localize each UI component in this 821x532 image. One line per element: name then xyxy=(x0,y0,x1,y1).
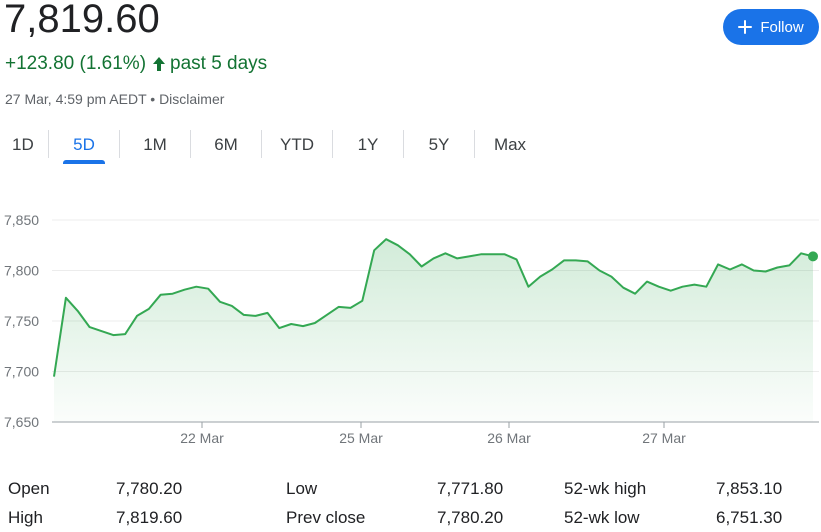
tab-1y[interactable]: 1Y xyxy=(333,126,403,164)
follow-label: Follow xyxy=(760,18,804,36)
timestamp: 27 Mar, 4:59 pm AEDT xyxy=(5,91,147,107)
stat-label-prev-close: Prev close xyxy=(286,508,366,527)
tab-divider xyxy=(261,130,262,158)
tab-divider xyxy=(403,130,404,158)
x-tick-label: 26 Mar xyxy=(487,430,531,446)
price-change: +123.80 (1.61%) xyxy=(5,53,147,74)
tab-label: Max xyxy=(493,135,527,154)
disclaimer-link[interactable]: Disclaimer xyxy=(159,91,225,107)
plus-icon xyxy=(738,20,753,34)
price-chart[interactable]: 7,850 7,800 7,750 7,700 7,650 22 Mar 25 Mar 26 … xyxy=(0,196,821,456)
last-price-dot xyxy=(808,251,818,262)
y-tick-label: 7,750 xyxy=(4,313,39,329)
tab-5y[interactable]: 5Y xyxy=(404,126,474,164)
tab-1m[interactable]: 1M xyxy=(120,126,190,164)
quote-meta: 27 Mar, 4:59 pm AEDT • Disclaimer xyxy=(5,90,224,108)
tab-label: 5Y xyxy=(428,135,450,154)
stat-value-high: 7,819.60 xyxy=(116,508,183,527)
meta-separator: • xyxy=(150,91,156,107)
stat-label-high: High xyxy=(8,508,43,527)
tab-label: 1M xyxy=(143,135,167,154)
y-tick-label: 7,850 xyxy=(4,212,39,228)
x-tick-label: 22 Mar xyxy=(180,430,224,446)
y-tick-label: 7,650 xyxy=(4,414,39,430)
key-stats: Open 7,780.20 Low 7,771.80 52-wk high 7,… xyxy=(0,474,821,532)
tab-label: 1D xyxy=(12,135,34,154)
stats-row: Open 7,780.20 Low 7,771.80 52-wk high 7,… xyxy=(0,474,821,503)
x-tick-label: 27 Mar xyxy=(642,430,686,446)
tab-1d[interactable]: 1D xyxy=(0,126,48,164)
stat-value-open: 7,780.20 xyxy=(116,479,183,498)
stat-value-prev-close: 7,780.20 xyxy=(437,508,504,527)
tab-label: YTD xyxy=(280,135,314,154)
range-tabs: 1D 5D 1M 6M YTD 1Y 5Y Max xyxy=(0,126,545,164)
follow-button[interactable]: Follow xyxy=(723,9,819,45)
stats-row: High 7,819.60 Prev close 7,780.20 52-wk … xyxy=(0,503,821,532)
arrow-up-icon xyxy=(153,57,166,71)
price-change-row: +123.80 (1.61%) past 5 days xyxy=(5,52,267,76)
tab-6m[interactable]: 6M xyxy=(191,126,261,164)
tab-label: 6M xyxy=(214,135,238,154)
stat-label-52wk-high: 52-wk high xyxy=(564,479,647,498)
tab-5d[interactable]: 5D xyxy=(49,126,119,164)
x-tick-label: 25 Mar xyxy=(339,430,383,446)
y-tick-label: 7,700 xyxy=(4,364,39,380)
tab-divider xyxy=(332,130,333,158)
change-period: past 5 days xyxy=(170,53,268,74)
price-area xyxy=(54,239,813,422)
stat-value-low: 7,771.80 xyxy=(437,479,504,498)
tab-label: 1Y xyxy=(357,135,379,154)
tab-max[interactable]: Max xyxy=(475,126,545,164)
price-line xyxy=(53,238,814,377)
stat-label-52wk-low: 52-wk low xyxy=(564,508,640,527)
stat-value-52wk-high: 7,853.10 xyxy=(716,479,783,498)
tab-ytd[interactable]: YTD xyxy=(262,126,332,164)
tab-divider xyxy=(474,130,475,158)
tab-divider xyxy=(119,130,120,158)
current-price: 7,819.60 xyxy=(4,0,160,41)
stat-label-low: Low xyxy=(286,479,318,498)
tab-label: 5D xyxy=(73,135,95,154)
stat-label-open: Open xyxy=(8,479,50,498)
stat-value-52wk-low: 6,751.30 xyxy=(716,508,783,527)
y-tick-label: 7,800 xyxy=(4,263,39,279)
tab-divider xyxy=(190,130,191,158)
